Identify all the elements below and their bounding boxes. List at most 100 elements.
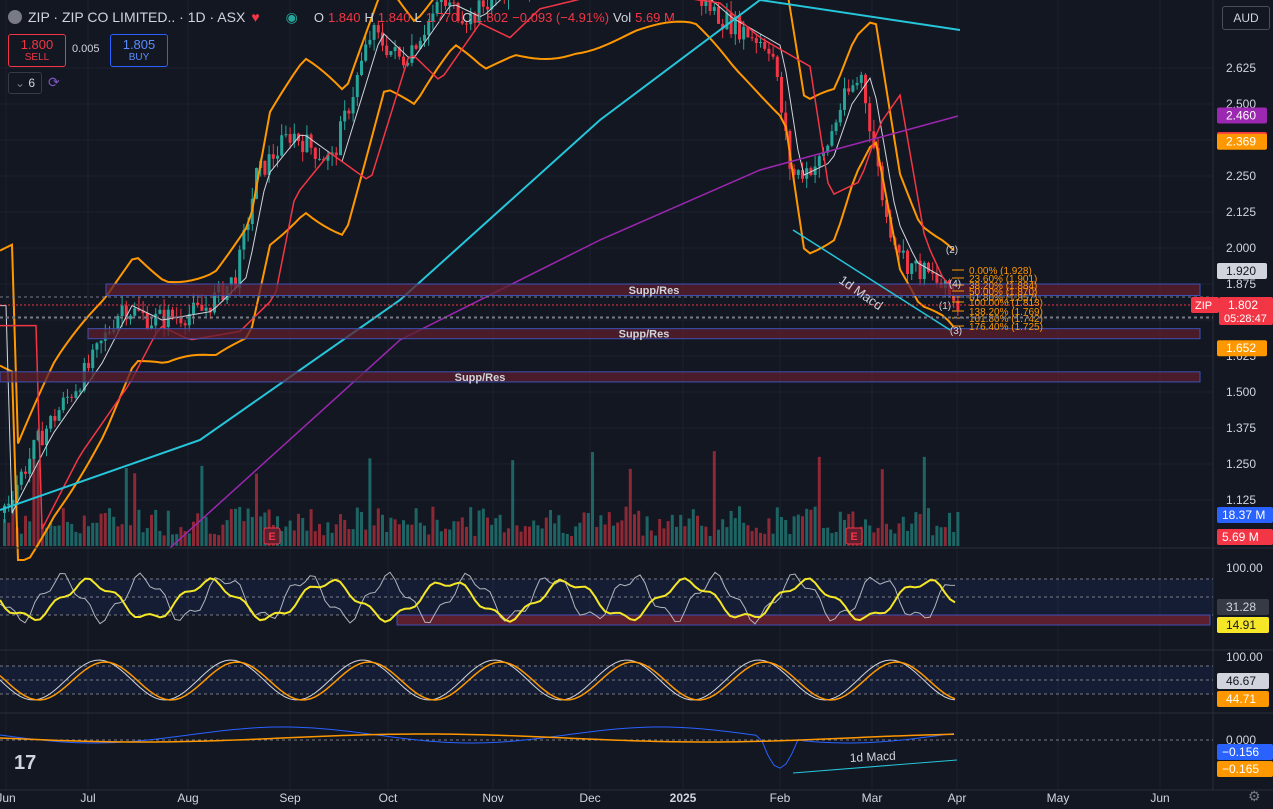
price-badge bbox=[1217, 107, 1267, 124]
symbol-title[interactable]: ZIP · ZIP CO LIMITED.. · 1D · ASX bbox=[28, 9, 246, 25]
volume-bar bbox=[750, 531, 754, 546]
fib-level-label: 161.80% (1.742) bbox=[969, 314, 1043, 325]
macd-badge-label: −0.165 bbox=[1222, 762, 1259, 776]
volume-bar bbox=[414, 508, 418, 546]
candle bbox=[864, 74, 867, 104]
volume-bar bbox=[788, 534, 792, 546]
volume-bar bbox=[204, 516, 208, 546]
stoch-badge bbox=[1217, 673, 1269, 689]
elliott-wave-label: (2) bbox=[946, 245, 958, 256]
volume-bar bbox=[355, 507, 359, 546]
volume-bar bbox=[410, 524, 414, 546]
candle bbox=[271, 154, 275, 159]
volume-bar bbox=[465, 526, 468, 546]
candle bbox=[360, 60, 363, 76]
volume-bar bbox=[691, 509, 695, 546]
indicator-count-button[interactable]: ⌄ 6 bbox=[8, 72, 42, 94]
volume-bar bbox=[103, 513, 107, 546]
volume-bar bbox=[796, 514, 800, 546]
candle bbox=[7, 503, 11, 506]
volume-bar bbox=[347, 529, 351, 546]
candle bbox=[935, 273, 939, 283]
candle bbox=[309, 134, 313, 148]
candle bbox=[133, 308, 137, 316]
volume-bar bbox=[763, 533, 767, 546]
market-status-icon[interactable]: ◉ bbox=[285, 8, 298, 25]
volume-bar bbox=[885, 523, 888, 546]
volume-bar bbox=[120, 524, 124, 546]
bollinger-lower bbox=[0, 20, 955, 561]
candle bbox=[763, 41, 767, 49]
buy-button[interactable]: 1.805 BUY bbox=[110, 34, 168, 67]
volume-bar bbox=[948, 512, 951, 546]
candle bbox=[313, 147, 317, 160]
favorite-icon[interactable]: ♥ bbox=[251, 9, 260, 25]
candle bbox=[347, 110, 351, 114]
volume-bar bbox=[641, 535, 645, 546]
candle bbox=[843, 88, 846, 110]
volume-bar bbox=[805, 508, 809, 546]
candle bbox=[427, 21, 431, 35]
volume-bar bbox=[250, 516, 254, 546]
candle bbox=[397, 47, 401, 57]
sell-button[interactable]: 1.800 SELL bbox=[8, 34, 66, 67]
candle bbox=[402, 56, 405, 66]
volume-bar bbox=[423, 525, 426, 546]
gear-icon[interactable]: ⚙ bbox=[1248, 788, 1261, 804]
candle bbox=[355, 75, 359, 98]
candle bbox=[439, 0, 443, 2]
rsi-badge bbox=[1217, 599, 1269, 615]
candle bbox=[817, 156, 821, 167]
price-badge-label: 2.369 bbox=[1226, 135, 1256, 149]
volume-bar bbox=[418, 522, 422, 546]
candle bbox=[460, 20, 464, 24]
volume-bar bbox=[402, 520, 405, 546]
volume-bar bbox=[124, 467, 128, 546]
volume-bar bbox=[918, 514, 922, 546]
candle bbox=[61, 397, 65, 411]
volume-bar bbox=[666, 521, 670, 546]
volume-bar bbox=[645, 516, 649, 546]
candle bbox=[32, 440, 36, 459]
candle bbox=[15, 484, 19, 501]
candle bbox=[196, 302, 200, 305]
candle bbox=[742, 26, 746, 40]
volume-bar bbox=[679, 514, 683, 546]
candle bbox=[372, 25, 376, 40]
volume-bar bbox=[154, 509, 158, 546]
candle bbox=[78, 390, 82, 392]
rsi-badge-label: 31.28 bbox=[1226, 600, 1256, 614]
tradingview-logo-icon[interactable]: 17 bbox=[14, 752, 37, 774]
candle bbox=[95, 343, 99, 350]
volume-bar bbox=[53, 526, 57, 546]
volume-bar bbox=[255, 473, 258, 546]
volume-bar bbox=[586, 513, 590, 546]
support-resistance-zone bbox=[0, 371, 1201, 383]
candle bbox=[885, 200, 888, 217]
candle bbox=[276, 155, 279, 159]
indicator-sync-icon[interactable]: ⟳ bbox=[48, 74, 60, 90]
candle bbox=[481, 0, 485, 7]
elliott-wave-label: (4) bbox=[949, 279, 961, 290]
volume-bar bbox=[381, 514, 384, 546]
candle bbox=[326, 154, 330, 161]
volume-bar bbox=[322, 535, 326, 546]
volume-bar bbox=[397, 524, 401, 546]
volume-bar bbox=[733, 518, 737, 546]
price-tick-label: 1.250 bbox=[1226, 457, 1256, 471]
last-price-tag bbox=[1219, 297, 1273, 325]
macd-trendline-label: 1d Macd bbox=[849, 749, 896, 765]
candle bbox=[351, 97, 355, 114]
volume-bar bbox=[3, 519, 6, 546]
candle bbox=[74, 391, 78, 398]
sma-line bbox=[0, 0, 955, 514]
candle bbox=[389, 51, 393, 56]
currency-button[interactable]: AUD bbox=[1222, 6, 1270, 30]
volume-badge bbox=[1217, 507, 1273, 523]
volume-bar bbox=[393, 519, 397, 546]
time-tick-label: Apr bbox=[948, 791, 967, 805]
time-tick-label: Dec bbox=[579, 791, 600, 805]
candle bbox=[465, 23, 468, 25]
